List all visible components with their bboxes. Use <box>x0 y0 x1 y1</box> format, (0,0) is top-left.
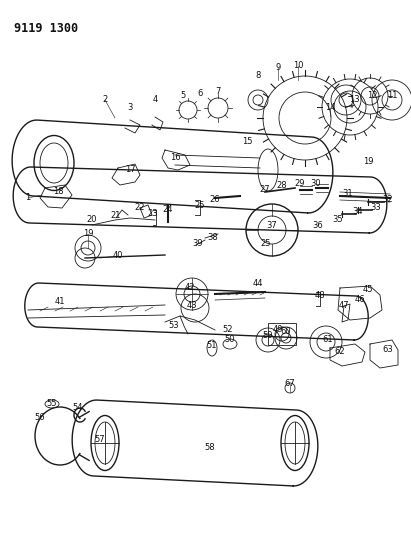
Text: 5: 5 <box>180 91 186 100</box>
Text: 43: 43 <box>187 301 197 310</box>
Text: 22: 22 <box>135 204 145 213</box>
Text: 7: 7 <box>215 86 221 95</box>
Text: 44: 44 <box>253 279 263 288</box>
Text: 61: 61 <box>323 335 333 344</box>
Text: 23: 23 <box>148 209 158 219</box>
Text: 45: 45 <box>363 286 373 295</box>
Text: 37: 37 <box>267 222 277 230</box>
Text: 31: 31 <box>343 190 353 198</box>
Text: 21: 21 <box>111 211 121 220</box>
Text: 67: 67 <box>285 379 296 389</box>
Text: 29: 29 <box>295 180 305 189</box>
Text: 12: 12 <box>367 92 377 101</box>
Text: 27: 27 <box>260 184 270 193</box>
Text: 55: 55 <box>47 400 57 408</box>
Text: 58: 58 <box>205 443 215 453</box>
Text: 8: 8 <box>255 71 261 80</box>
Text: 41: 41 <box>55 297 65 306</box>
Text: 24: 24 <box>163 206 173 214</box>
Text: 11: 11 <box>387 91 397 100</box>
Text: 18: 18 <box>53 188 63 197</box>
Text: 35: 35 <box>332 215 343 224</box>
Text: 63: 63 <box>383 345 393 354</box>
Text: 1: 1 <box>25 193 31 203</box>
Text: 42: 42 <box>185 282 195 292</box>
Text: 19: 19 <box>363 157 373 166</box>
Text: 62: 62 <box>335 348 345 357</box>
Text: 19: 19 <box>83 230 93 238</box>
Text: 25: 25 <box>261 239 271 248</box>
Text: 33: 33 <box>371 204 381 213</box>
Text: 48: 48 <box>315 292 326 301</box>
Text: 53: 53 <box>169 321 179 330</box>
Text: 30: 30 <box>311 179 321 188</box>
Text: 38: 38 <box>208 232 218 241</box>
Text: 20: 20 <box>87 215 97 224</box>
Text: 3: 3 <box>127 102 133 111</box>
Text: 9: 9 <box>275 63 281 72</box>
Text: 51: 51 <box>207 342 217 351</box>
Text: 40: 40 <box>113 252 123 261</box>
Text: 54: 54 <box>73 403 83 413</box>
Text: 47: 47 <box>339 302 349 311</box>
Text: 34: 34 <box>353 207 363 216</box>
Text: 57: 57 <box>95 435 105 445</box>
Text: 13: 13 <box>349 95 359 104</box>
Text: 59: 59 <box>263 332 273 341</box>
Text: 10: 10 <box>293 61 303 70</box>
Text: 14: 14 <box>325 103 335 112</box>
Text: 4: 4 <box>152 95 158 104</box>
Text: 15: 15 <box>242 136 252 146</box>
Text: 56: 56 <box>35 414 45 423</box>
Text: 16: 16 <box>170 152 180 161</box>
Text: 28: 28 <box>277 181 287 190</box>
Text: 46: 46 <box>355 295 365 304</box>
Text: 6: 6 <box>197 88 203 98</box>
Text: 9119 1300: 9119 1300 <box>14 22 78 35</box>
Text: 50: 50 <box>225 335 235 344</box>
Text: 49: 49 <box>273 326 283 335</box>
Text: 25: 25 <box>195 201 205 211</box>
Text: 60: 60 <box>281 327 291 336</box>
Text: 17: 17 <box>125 166 135 174</box>
Text: 26: 26 <box>210 196 220 205</box>
Text: 32: 32 <box>383 196 393 205</box>
Text: 39: 39 <box>193 238 203 247</box>
Text: 36: 36 <box>313 222 323 230</box>
Text: 52: 52 <box>223 326 233 335</box>
Text: 2: 2 <box>102 95 108 104</box>
